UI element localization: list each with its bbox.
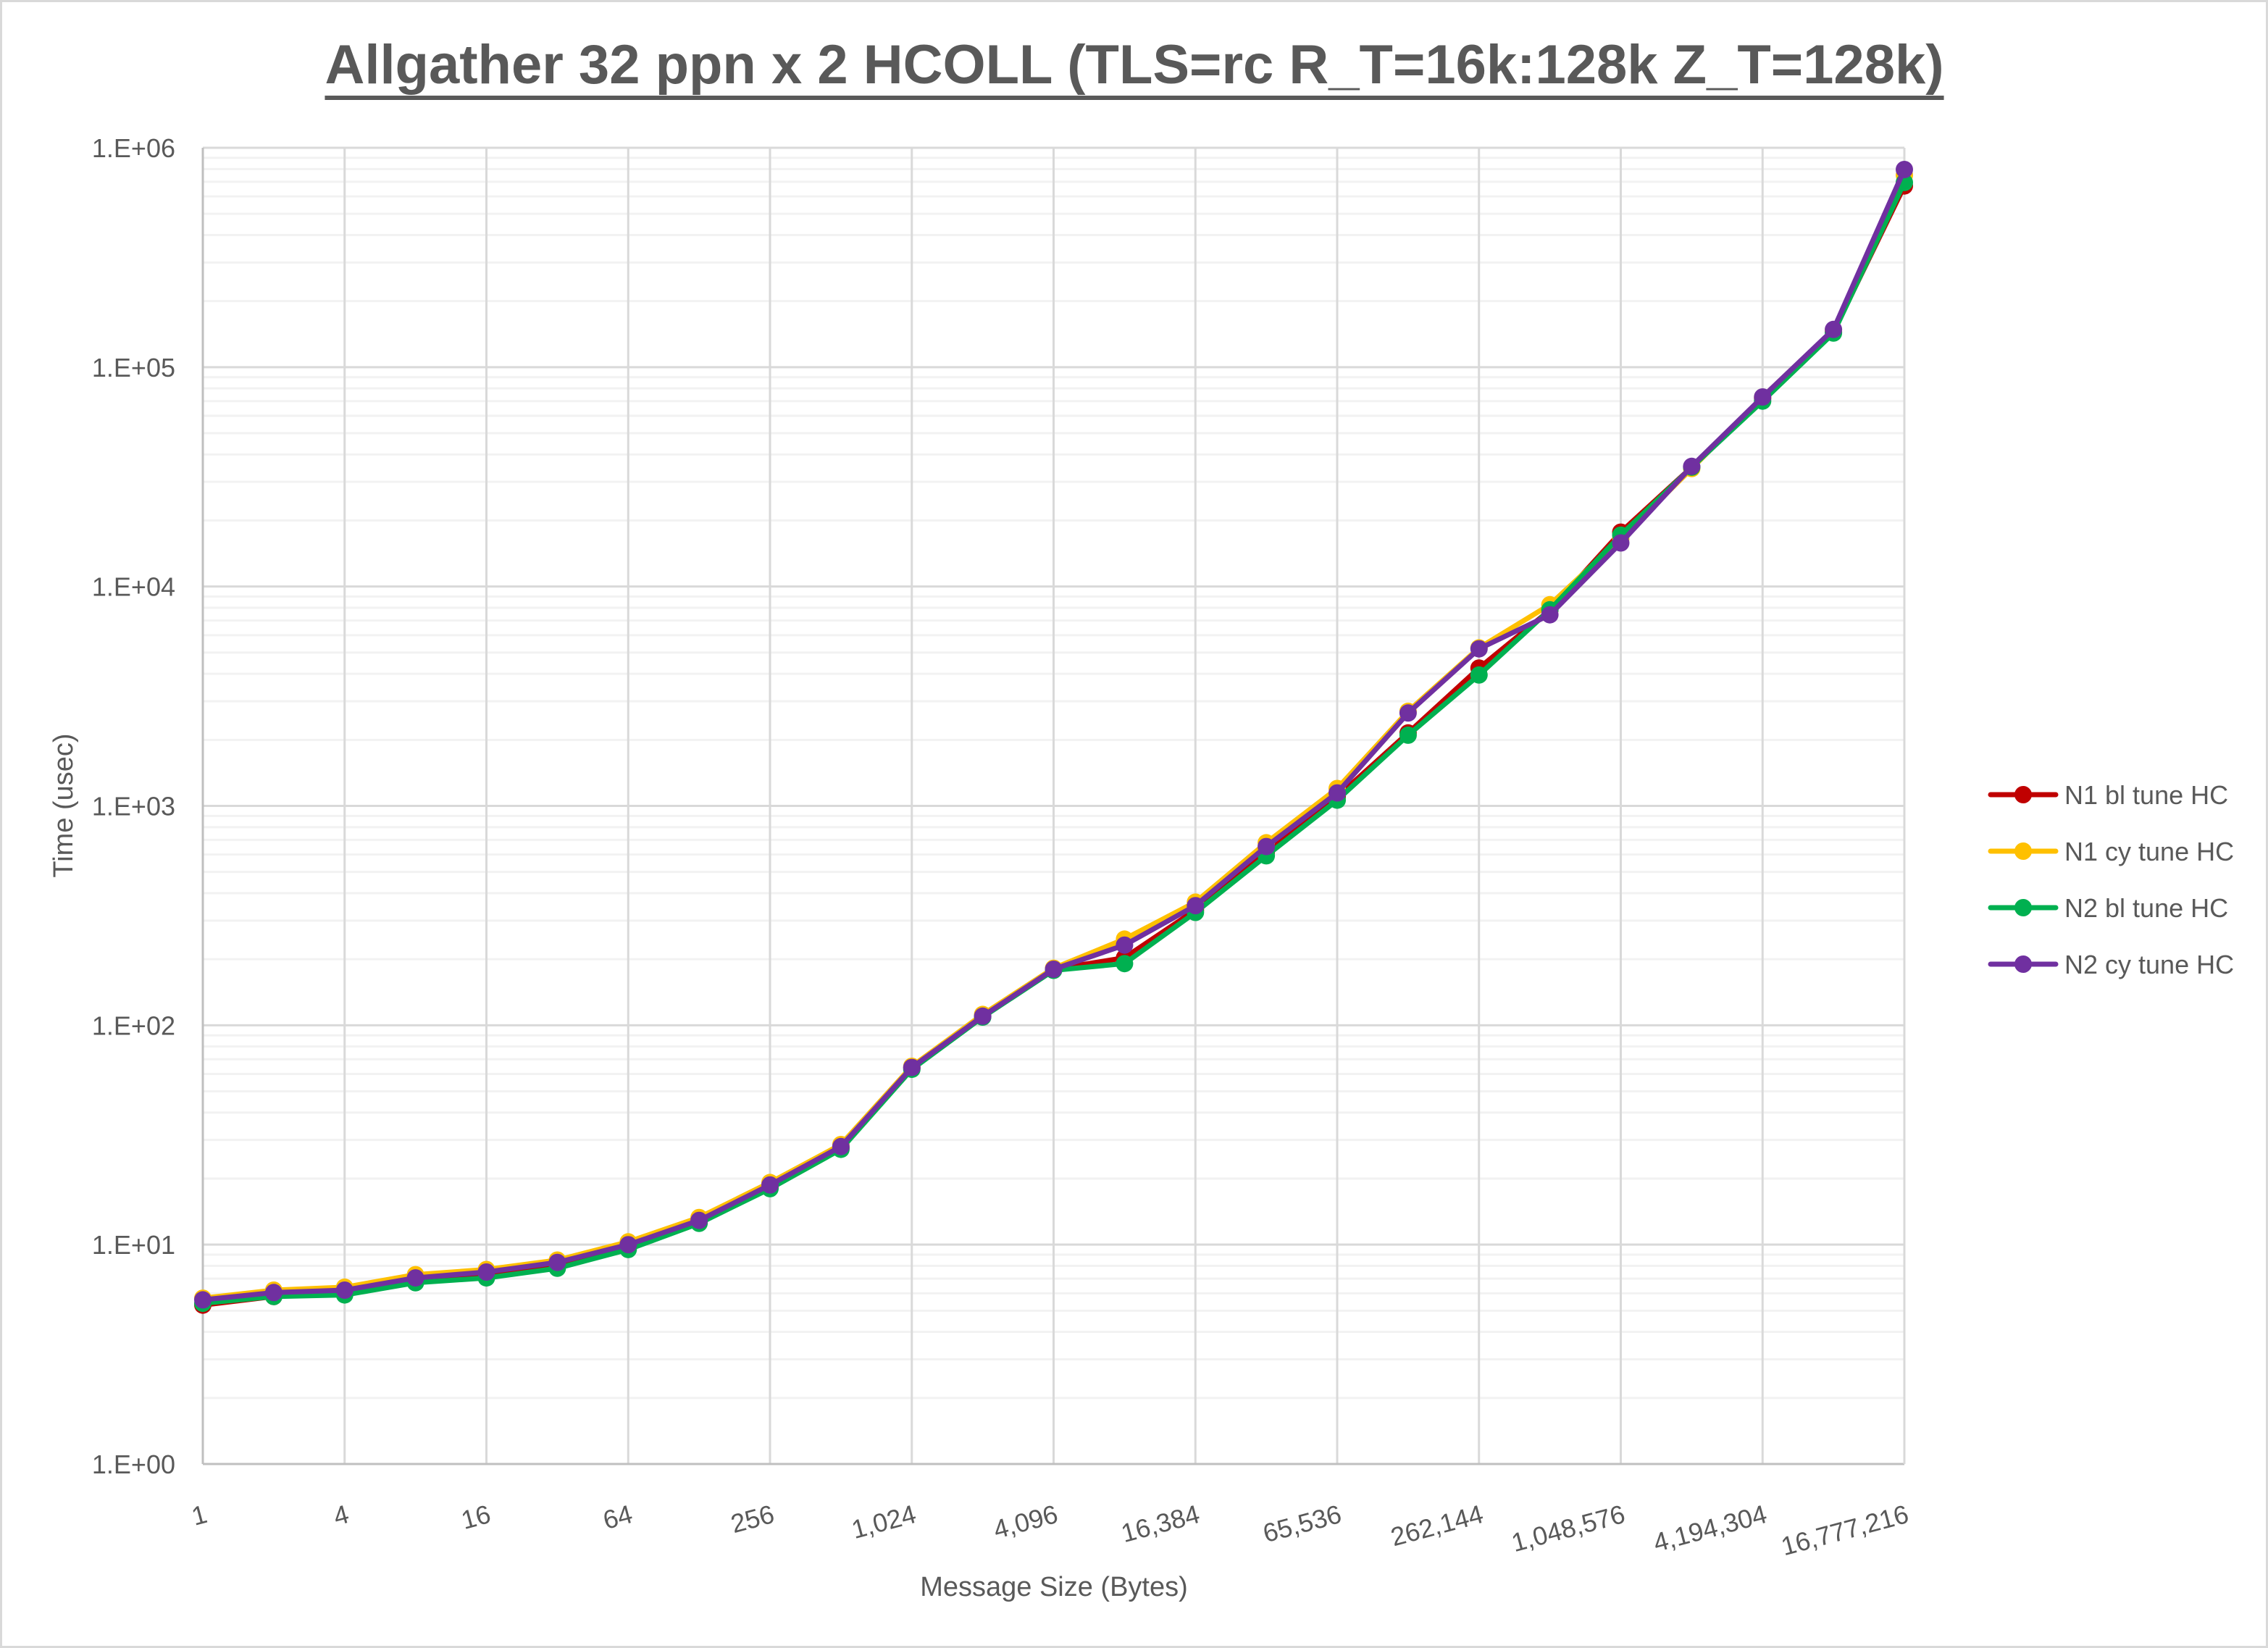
data-point-marker[interactable] (1399, 704, 1417, 722)
data-point-marker[interactable] (264, 1284, 283, 1302)
data-point-marker[interactable] (1825, 320, 1843, 338)
legend-item[interactable]: N1 bl tune HC (1988, 780, 2228, 810)
y-tick-label: 1.E+01 (92, 1230, 175, 1260)
data-point-marker[interactable] (1470, 666, 1488, 684)
legend-item[interactable]: N2 cy tune HC (1988, 950, 2234, 979)
legend-marker-icon (2014, 955, 2032, 973)
x-tick-label: 4 (330, 1499, 352, 1531)
y-tick-label: 1.E+03 (92, 792, 175, 821)
data-point-marker[interactable] (1116, 936, 1134, 954)
data-point-marker[interactable] (974, 1007, 992, 1025)
x-tick-label: 1,048,576 (1508, 1499, 1628, 1557)
y-tick-label: 1.E+02 (92, 1011, 175, 1040)
y-tick-label: 1.E+04 (92, 572, 175, 602)
x-tick-label: 256 (727, 1499, 777, 1539)
chart-title: Allgather 32 ppn x 2 HCOLL (TLS=rc R_T=1… (325, 34, 1943, 96)
x-tick-label: 4,194,304 (1650, 1499, 1770, 1557)
data-point-marker[interactable] (335, 1281, 353, 1299)
x-axis-title: Message Size (Bytes) (920, 1572, 1188, 1602)
legend-item[interactable]: N2 bl tune HC (1988, 893, 2228, 923)
x-tick-label: 1,024 (848, 1499, 919, 1544)
legend-label: N2 bl tune HC (2064, 893, 2228, 923)
data-point-marker[interactable] (1541, 606, 1559, 624)
data-point-marker[interactable] (619, 1236, 637, 1254)
legend: N1 bl tune HC N1 cy tune HC N2 bl tune HC N… (1988, 780, 2234, 979)
data-point-marker[interactable] (548, 1253, 566, 1271)
data-point-marker[interactable] (1612, 534, 1630, 552)
legend-marker-icon (2014, 786, 2032, 803)
data-point-marker[interactable] (903, 1058, 921, 1076)
x-tick-label: 16,384 (1118, 1499, 1202, 1548)
axes (201, 148, 1906, 1465)
y-tick-label: 1.E+06 (92, 133, 175, 163)
x-tick-label: 262,144 (1388, 1499, 1486, 1552)
data-point-marker[interactable] (1470, 640, 1488, 658)
legend-marker-icon (2014, 842, 2032, 860)
y-tick-label: 1.E+00 (92, 1450, 175, 1479)
x-tick-label: 16,777,216 (1778, 1499, 1912, 1561)
data-point-marker[interactable] (690, 1211, 708, 1229)
data-point-marker[interactable] (1896, 161, 1913, 178)
data-point-marker[interactable] (1045, 961, 1063, 978)
series-n2-cy-tune-hc (194, 161, 1913, 1309)
data-point-marker[interactable] (1116, 955, 1134, 973)
y-axis-title: Time (usec) (49, 733, 79, 877)
data-point-marker[interactable] (194, 1291, 212, 1309)
data-point-marker[interactable] (1683, 457, 1701, 475)
legend-label: N1 cy tune HC (2064, 837, 2234, 866)
data-point-marker[interactable] (1328, 784, 1346, 802)
legend-item[interactable]: N1 cy tune HC (1988, 837, 2234, 866)
data-point-marker[interactable] (1754, 388, 1772, 406)
data-point-marker[interactable] (832, 1137, 850, 1155)
x-axis-tick-labels: 1 4 16 64 256 1,024 4,096 16,384 65,536 262,144 1,… (188, 1499, 1912, 1561)
legend-label: N1 bl tune HC (2064, 780, 2228, 810)
legend-label: N2 cy tune HC (2064, 950, 2234, 979)
x-tick-label: 65,536 (1260, 1499, 1344, 1548)
data-point-marker[interactable] (761, 1176, 779, 1194)
y-tick-label: 1.E+05 (92, 353, 175, 382)
x-tick-label: 1 (188, 1499, 210, 1531)
x-tick-label: 16 (458, 1499, 493, 1535)
data-point-marker[interactable] (406, 1269, 424, 1287)
x-tick-label: 4,096 (990, 1499, 1061, 1544)
data-point-marker[interactable] (1258, 837, 1276, 856)
chart-title-group: Allgather 32 ppn x 2 HCOLL (TLS=rc R_T=1… (325, 34, 1944, 100)
data-series (194, 161, 1913, 1314)
y-axis-tick-labels: 1.E+00 1.E+01 1.E+02 1.E+03 1.E+04 1.E+05 1.E+… (92, 133, 175, 1479)
data-point-marker[interactable] (1187, 897, 1205, 915)
data-point-marker[interactable] (477, 1263, 495, 1281)
x-tick-label: 64 (600, 1499, 635, 1535)
legend-marker-icon (2014, 899, 2032, 916)
data-point-marker[interactable] (1399, 726, 1417, 744)
